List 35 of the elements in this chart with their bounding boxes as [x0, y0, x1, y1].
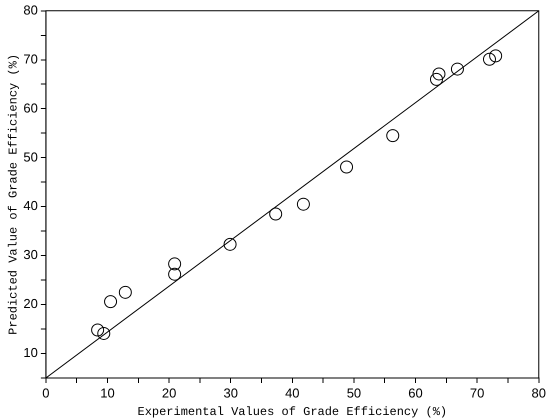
point [104, 295, 118, 308]
point [296, 198, 310, 211]
y-tick-label: 20 [23, 296, 38, 312]
x-tick-label: 40 [285, 385, 300, 400]
point [269, 207, 282, 220]
point [224, 238, 237, 251]
point [432, 67, 446, 80]
y-tick-label: 80 [23, 2, 38, 18]
point [450, 62, 464, 76]
point [340, 160, 354, 174]
x-tick-label: 0 [42, 385, 50, 400]
x-tick-label: 30 [223, 385, 238, 400]
x-tick-label: 50 [346, 385, 362, 400]
x-tick-label: 20 [162, 385, 176, 400]
point [489, 49, 502, 62]
point [168, 268, 182, 281]
point [386, 129, 400, 142]
point [430, 72, 443, 86]
x-tick-label: 80 [532, 385, 546, 400]
point [168, 257, 182, 270]
point [97, 326, 110, 340]
point [482, 52, 496, 66]
point [118, 286, 132, 299]
y-tick-label: 70 [23, 51, 38, 66]
x-tick-label: 60 [408, 385, 423, 400]
x-tick-label: 70 [470, 385, 484, 400]
x-axis-title: Experimental Values of Grade Efficiency (%) [137, 404, 448, 419]
x-tick-label: 10 [100, 385, 115, 400]
y-tick-label: 10 [23, 345, 38, 360]
y-tick-label: 30 [23, 247, 38, 262]
y-tick-label: 60 [23, 100, 38, 116]
y-tick-label: 40 [23, 198, 38, 214]
y-tick-label: 50 [23, 149, 38, 164]
y-axis-title: Predicted Value of Grade Efficiency (%) [6, 54, 20, 335]
point [91, 324, 104, 337]
